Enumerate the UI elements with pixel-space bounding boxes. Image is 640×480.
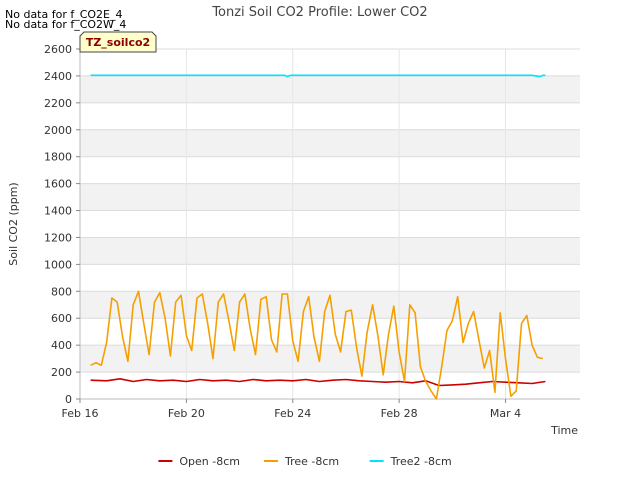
site-label-badge: [79, 31, 157, 53]
y-tick-label: 2200: [44, 97, 72, 110]
series-line-tree2-8cm: [90, 74, 546, 78]
site-label-text: TZ_soilco2: [86, 36, 150, 49]
plot-band: [80, 183, 580, 211]
legend-label-open-8cm: Open -8cm: [179, 455, 240, 468]
y-tick-label: 1000: [44, 258, 72, 271]
y-tick-label: 2400: [44, 70, 72, 83]
no-data-note-co2e: No data for f_CO2E_4: [5, 8, 123, 21]
y-axis-label: Soil CO2 (ppm): [7, 182, 20, 265]
series-line-tree-8cm: [90, 290, 543, 400]
y-tick-label: 200: [51, 366, 72, 379]
legend-label-tree2-8cm: Tree2 -8cm: [390, 455, 452, 468]
y-tick-label: 1600: [44, 178, 72, 191]
no-data-note-co2w: No data for f_CO2W_4: [5, 18, 127, 31]
y-tick-label: 2600: [44, 43, 72, 56]
legend-label-tree-8cm: Tree -8cm: [284, 455, 339, 468]
x-axis-label: Time: [550, 424, 578, 437]
plot-band: [80, 75, 580, 103]
y-tick-label: 800: [51, 285, 72, 298]
y-tick-label: 2000: [44, 124, 72, 137]
y-tick-label: 600: [51, 312, 72, 325]
x-tick-label: Feb 28: [381, 407, 418, 420]
y-tick-label: 1200: [44, 231, 72, 244]
y-tick-label: 1800: [44, 151, 72, 164]
x-tick-label: Mar 4: [490, 407, 521, 420]
series-line-open-8cm: [90, 377, 546, 387]
x-tick-label: Feb 20: [168, 407, 205, 420]
x-tick-label: Feb 16: [62, 407, 99, 420]
y-tick-label: 1400: [44, 205, 72, 218]
x-tick-label: Feb 24: [274, 407, 311, 420]
plot-band: [80, 237, 580, 265]
y-tick-label: 0: [65, 393, 72, 406]
plot-background: [80, 49, 580, 399]
y-tick-label: 400: [51, 339, 72, 352]
chart-title: Tonzi Soil CO2 Profile: Lower CO2: [211, 5, 427, 20]
plot-band: [80, 129, 580, 157]
